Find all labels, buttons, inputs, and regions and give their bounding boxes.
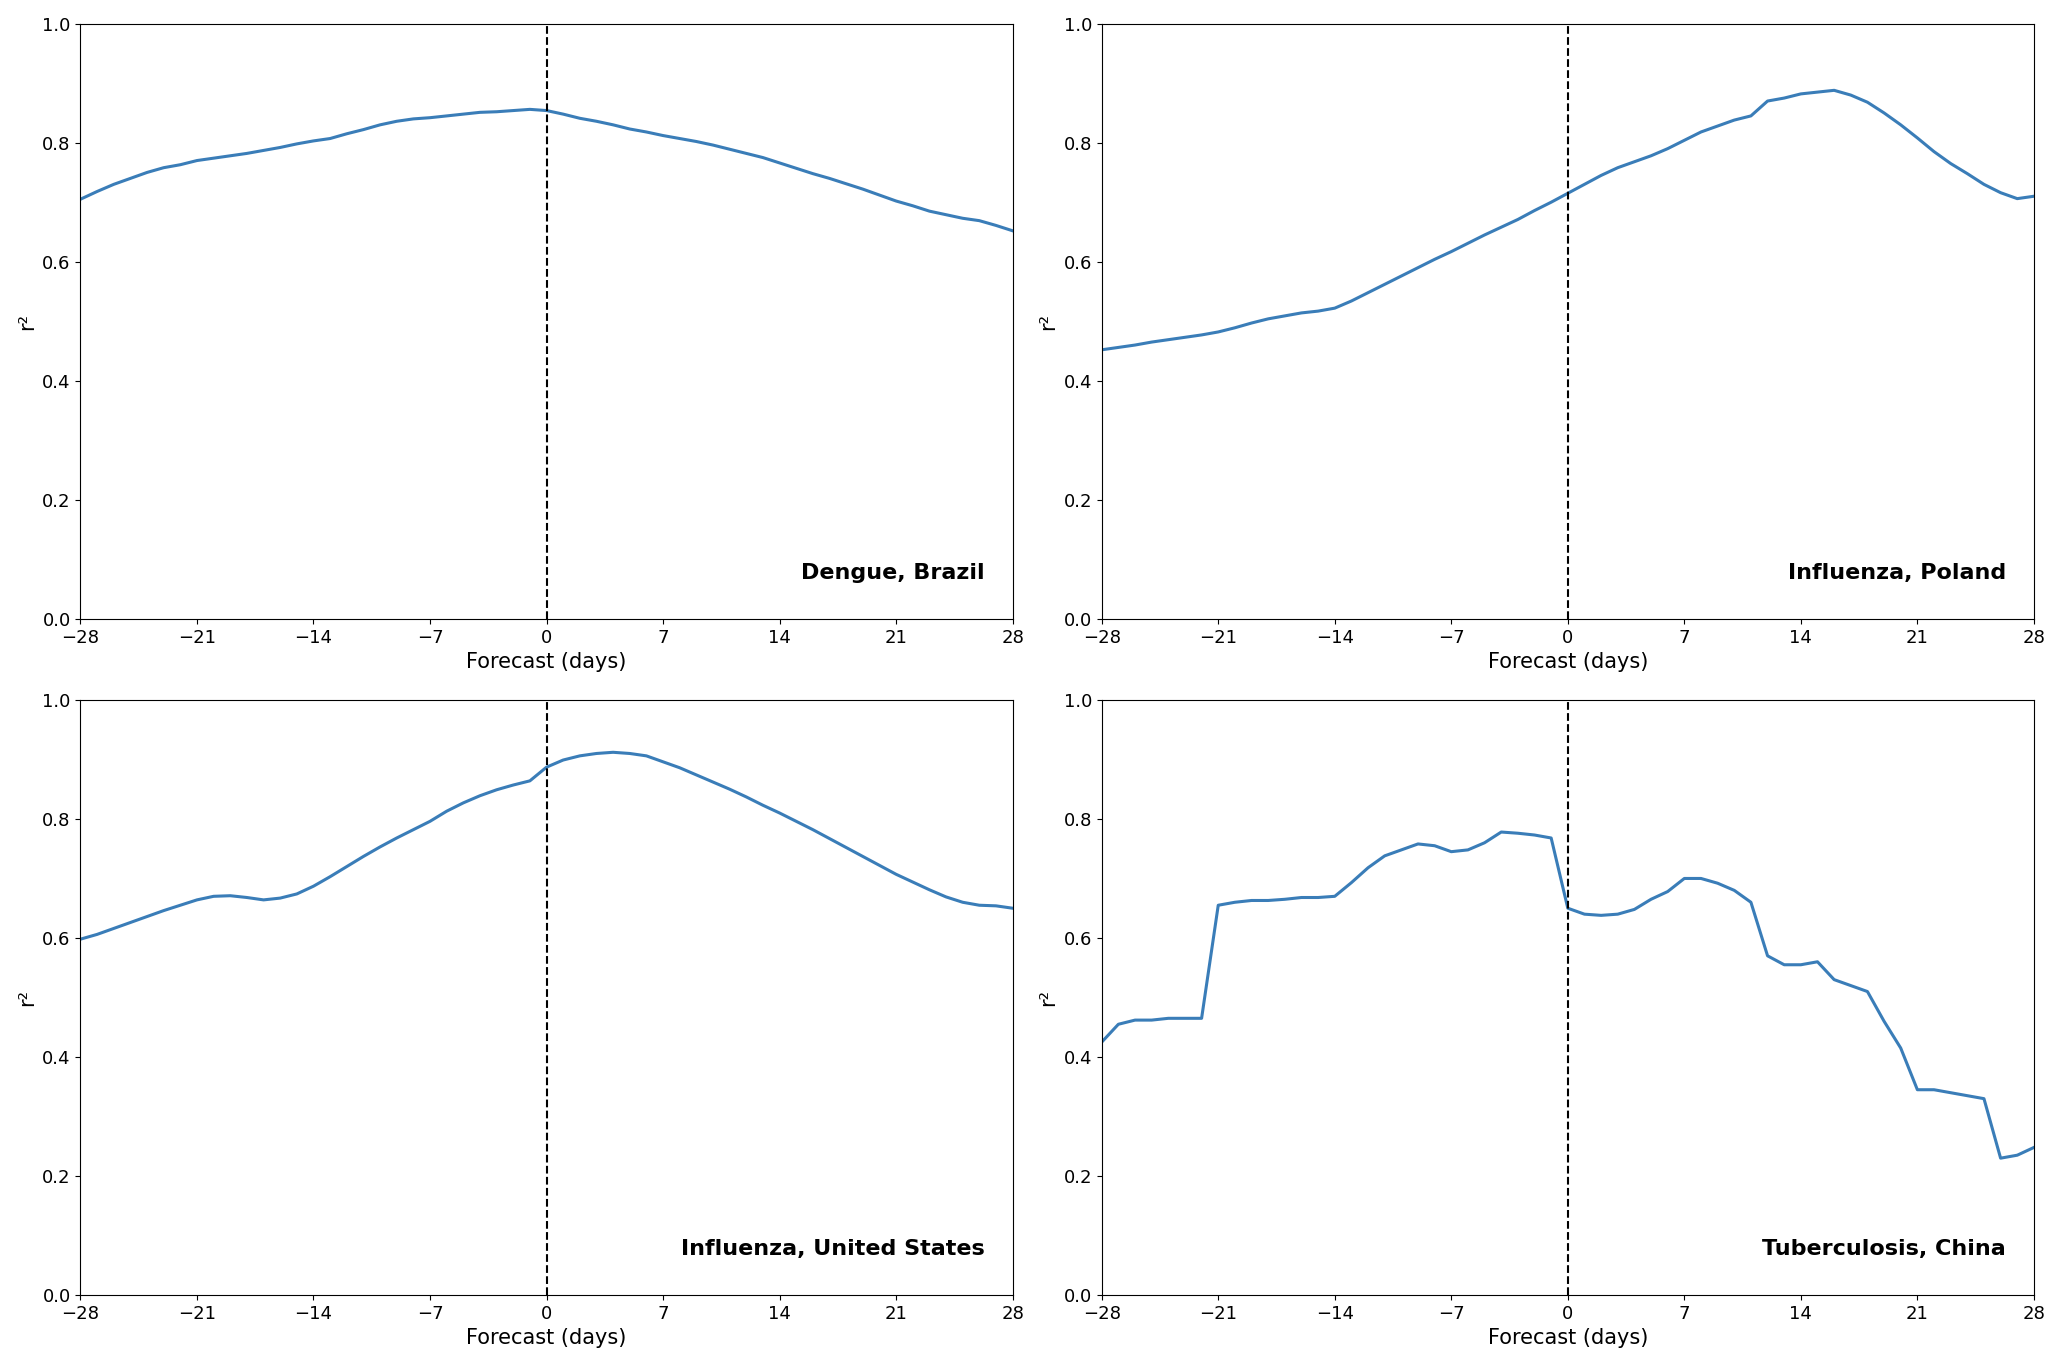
Y-axis label: r²: r² [16,988,37,1006]
Y-axis label: r²: r² [1037,313,1058,330]
X-axis label: Forecast (days): Forecast (days) [1487,1328,1648,1349]
Y-axis label: r²: r² [16,313,37,330]
Y-axis label: r²: r² [1037,988,1058,1006]
X-axis label: Forecast (days): Forecast (days) [466,652,627,672]
X-axis label: Forecast (days): Forecast (days) [1487,652,1648,672]
Text: Tuberculosis, China: Tuberculosis, China [1763,1239,2006,1260]
Text: Dengue, Brazil: Dengue, Brazil [800,564,986,583]
X-axis label: Forecast (days): Forecast (days) [466,1328,627,1349]
Text: Influenza, Poland: Influenza, Poland [1788,564,2006,583]
Text: Influenza, United States: Influenza, United States [680,1239,986,1260]
